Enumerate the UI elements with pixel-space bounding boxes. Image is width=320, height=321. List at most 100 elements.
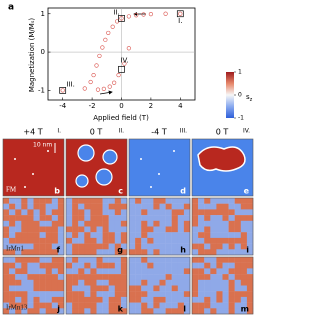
- texture-cell: [198, 291, 205, 298]
- state-label: II.: [113, 8, 119, 16]
- texture-cell: [204, 220, 211, 227]
- texture-cell: [45, 198, 52, 204]
- texture-cell: [141, 268, 148, 275]
- texture-cell: [228, 257, 235, 263]
- texture-cell: [39, 220, 46, 227]
- texture-cell: [114, 232, 122, 239]
- texture-cell: [228, 226, 235, 233]
- texture-cell: [246, 262, 254, 269]
- texture-cell: [45, 268, 52, 275]
- texture-cell: [21, 296, 28, 303]
- texture-cell: [147, 268, 154, 275]
- texture-cell: [57, 237, 65, 244]
- texture-cell: [39, 215, 46, 221]
- texture-cell: [165, 237, 172, 244]
- panel-frame: [65, 256, 128, 315]
- texture-cell: [165, 308, 172, 315]
- texture-cell: [66, 291, 73, 298]
- texture-cell: [159, 262, 166, 269]
- texture-cell: [51, 226, 59, 233]
- texture-cell: [216, 243, 223, 250]
- texture-cell: [114, 257, 122, 263]
- texture-cell: [120, 209, 128, 216]
- texture-cell: [165, 209, 172, 216]
- texture-cell: [27, 237, 34, 244]
- texture-cell: [57, 249, 65, 256]
- texture-cell: [84, 291, 91, 298]
- texture-cell: [15, 285, 22, 292]
- texture-cell: [177, 285, 185, 292]
- panel-letter: m: [241, 305, 249, 314]
- texture-cell: [222, 203, 229, 210]
- texture-cell: [159, 215, 166, 221]
- domain: [102, 149, 118, 165]
- texture-cell: [228, 215, 235, 221]
- texture-cell: [141, 291, 148, 298]
- texture-cell: [108, 296, 115, 303]
- texture-cell: [198, 268, 205, 275]
- texture-cell: [72, 291, 79, 298]
- texture-cell: [135, 291, 142, 298]
- texture-cell: [120, 274, 128, 280]
- texture-cell: [66, 249, 73, 256]
- texture-cell: [78, 268, 85, 275]
- panel-frame: [2, 197, 65, 256]
- data-point: [134, 13, 139, 18]
- column-state: III.: [180, 128, 187, 135]
- texture-cell: [51, 215, 59, 221]
- texture-cell: [102, 285, 109, 292]
- texture-cell: [78, 291, 85, 298]
- texture-cell: [21, 257, 28, 263]
- texture-cell: [102, 262, 109, 269]
- texture-cell: [222, 232, 229, 239]
- data-point: [148, 12, 153, 17]
- texture-cell: [234, 243, 241, 250]
- texture-cell: [96, 296, 103, 303]
- texture-cell: [135, 257, 142, 263]
- data-point: [126, 14, 131, 19]
- texture-cell: [72, 274, 79, 280]
- texture-cell: [222, 262, 229, 269]
- scale-bar-label: 10 nm: [33, 142, 52, 149]
- texture-cell: [234, 291, 241, 298]
- texture-cell: [108, 291, 115, 298]
- texture-cell: [141, 215, 148, 221]
- panel-frame: [2, 256, 65, 315]
- texture-cell: [129, 220, 136, 227]
- texture-cell: [114, 203, 122, 210]
- texture-cell: [135, 209, 142, 216]
- texture-cell: [108, 232, 115, 239]
- texture-cell: [33, 215, 40, 221]
- texture-cell: [159, 243, 166, 250]
- texture-cell: [234, 262, 241, 269]
- texture-cell: [192, 274, 199, 280]
- texture-cell: [21, 243, 28, 250]
- texture-cell: [135, 302, 142, 309]
- texture-cell: [216, 308, 223, 315]
- texture-cell: [21, 203, 28, 210]
- texture-cell: [210, 209, 217, 216]
- texture-cell: [51, 209, 59, 216]
- texture-cell: [108, 226, 115, 233]
- texture-cell: [90, 209, 97, 216]
- texture-cell: [9, 268, 16, 275]
- texture-cell: [147, 249, 154, 256]
- texture-cell: [90, 302, 97, 309]
- texture-cell: [57, 243, 65, 250]
- texture-cell: [216, 268, 223, 275]
- texture-cell: [39, 198, 46, 204]
- texture-cell: [192, 232, 199, 239]
- data-point: [97, 53, 102, 59]
- texture-cell: [114, 237, 122, 244]
- texture-cell: [240, 232, 248, 239]
- texture-cell: [147, 209, 154, 216]
- texture-cell: [204, 291, 211, 298]
- texture-cell: [240, 237, 248, 244]
- y-tick-label: 0: [41, 48, 45, 56]
- texture-cell: [72, 203, 79, 210]
- texture-cell: [210, 279, 217, 286]
- data-point: [82, 86, 87, 91]
- texture-cell: [183, 209, 191, 216]
- texture-cell: [96, 232, 103, 239]
- texture-cell: [96, 262, 103, 269]
